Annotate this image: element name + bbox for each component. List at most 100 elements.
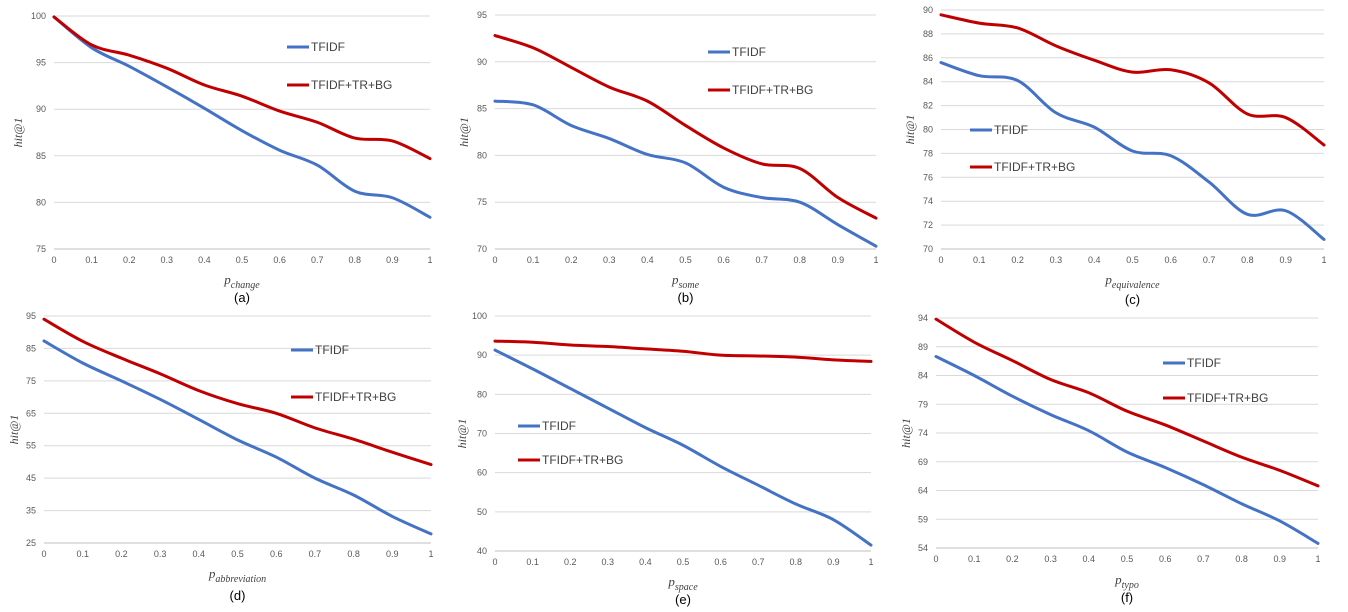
- series-line-tfidf: [939, 61, 1326, 241]
- x-axis-label-subscript: some: [678, 280, 699, 291]
- data-point: [81, 340, 84, 343]
- data-point: [1169, 68, 1172, 71]
- y-tick-label: 55: [26, 441, 36, 451]
- data-point: [935, 355, 938, 358]
- x-tick-label: 0.7: [309, 549, 322, 559]
- data-point: [569, 387, 572, 390]
- data-point: [1049, 413, 1052, 416]
- data-point: [940, 61, 943, 64]
- x-tick-label: 0: [938, 255, 943, 265]
- data-point: [1284, 116, 1287, 119]
- y-tick-label: 85: [477, 104, 487, 114]
- data-point: [1317, 542, 1320, 545]
- x-tick-label: 0: [51, 255, 56, 265]
- data-point: [203, 107, 206, 110]
- y-tick-label: 90: [923, 5, 933, 15]
- data-point: [429, 216, 432, 219]
- y-tick-label: 95: [477, 10, 487, 20]
- x-tick-label: 0.3: [602, 557, 615, 567]
- panel-label: (d): [230, 588, 246, 603]
- y-tick-label: 84: [923, 77, 933, 87]
- y-axis-label: hit@1: [903, 115, 917, 145]
- data-point: [236, 438, 239, 441]
- data-point: [165, 85, 168, 88]
- data-point: [275, 412, 278, 415]
- y-tick-label: 85: [26, 343, 36, 353]
- data-point: [81, 362, 84, 365]
- x-tick-label: 0.3: [603, 255, 616, 265]
- y-tick-label: 54: [918, 543, 928, 553]
- x-tick-label: 0.8: [790, 557, 803, 567]
- data-point: [1054, 111, 1057, 114]
- chart-panel-a: 75 80 85 90 95 100 0 0.1 0.2 0.3 0.4 0.5 0.6 0.7 0.8 0.…: [11, 11, 433, 305]
- y-tick-label: 89: [918, 342, 928, 352]
- y-tick-label: 35: [26, 506, 36, 516]
- data-point: [159, 372, 162, 375]
- data-point: [531, 367, 534, 370]
- data-point: [53, 15, 56, 18]
- data-point: [120, 379, 123, 382]
- data-point: [569, 343, 572, 346]
- data-point: [1016, 26, 1019, 29]
- x-axis-label-main: p: [208, 566, 216, 581]
- x-tick-label: 0.6: [270, 549, 283, 559]
- x-axis-label-subscript: typo: [1122, 580, 1139, 591]
- data-point: [430, 463, 433, 466]
- data-point: [798, 167, 801, 170]
- data-point: [1011, 359, 1014, 362]
- x-tick-label: 0.1: [527, 255, 540, 265]
- y-tick-label: 95: [26, 311, 36, 321]
- x-tick-label: 0.7: [311, 255, 324, 265]
- y-tick-label: 90: [477, 57, 487, 67]
- y-tick-label: 70: [477, 244, 487, 254]
- x-tick-label: 0.1: [973, 255, 986, 265]
- series-line-tfidf-tr-bg: [42, 317, 433, 467]
- data-point: [1278, 469, 1281, 472]
- series-line-tfidf-tr-bg: [939, 13, 1326, 147]
- panel-label: (c): [1125, 292, 1140, 307]
- x-tick-label: 0.4: [641, 255, 654, 265]
- y-tick-label: 85: [36, 151, 46, 161]
- x-tick-label: 0.7: [1203, 255, 1216, 265]
- data-point: [1164, 466, 1167, 469]
- chart-panel-f: 54 59 64 69 74 79 84 89 94 0 0.1 0.2 0.3 0.4 0.5 0.6 0.7…: [899, 313, 1321, 605]
- data-point: [870, 544, 873, 547]
- x-tick-label: 0.8: [349, 255, 362, 265]
- y-tick-label: 25: [26, 538, 36, 548]
- data-point: [241, 129, 244, 132]
- y-tick-label: 75: [36, 244, 46, 254]
- x-tick-label: 0.2: [1011, 255, 1024, 265]
- data-point: [1093, 59, 1096, 62]
- data-point: [798, 201, 801, 204]
- x-tick-label: 0.7: [1197, 554, 1210, 564]
- data-point: [313, 426, 316, 429]
- legend-label: TFIDF: [994, 123, 1028, 137]
- data-point: [978, 74, 981, 77]
- x-tick-label: 0.8: [1235, 554, 1248, 564]
- series-line-tfidf: [493, 348, 873, 547]
- legend-label: TFIDF+TR+BG: [315, 390, 396, 404]
- data-point: [90, 43, 93, 46]
- y-tick-label: 94: [918, 313, 928, 323]
- x-tick-label: 0.1: [85, 255, 98, 265]
- y-tick-label: 69: [918, 457, 928, 467]
- x-axis-label: ptypo: [1114, 572, 1139, 591]
- x-tick-label: 0.6: [717, 255, 730, 265]
- series-line-tfidf-tr-bg: [493, 34, 878, 220]
- data-point: [760, 196, 763, 199]
- panel-label: (f): [1121, 590, 1133, 605]
- data-point: [644, 426, 647, 429]
- series-line-tfidf: [42, 339, 433, 536]
- x-tick-label: 0.1: [76, 549, 89, 559]
- data-point: [1240, 456, 1243, 459]
- x-tick-label: 0.5: [1121, 554, 1134, 564]
- x-tick-label: 0.8: [347, 549, 360, 559]
- data-point: [128, 54, 131, 57]
- y-tick-label: 76: [923, 172, 933, 182]
- data-point: [1093, 126, 1096, 129]
- series-line-tfidf: [934, 355, 1320, 545]
- chart-panel-b: 70 75 80 85 90 95 0 0.1 0.2 0.3 0.4 0.5 0.6 0.7 0.8 0.9…: [457, 10, 879, 305]
- data-point: [1054, 44, 1057, 47]
- y-axis-label: hit@1: [455, 419, 469, 449]
- data-point: [684, 161, 687, 164]
